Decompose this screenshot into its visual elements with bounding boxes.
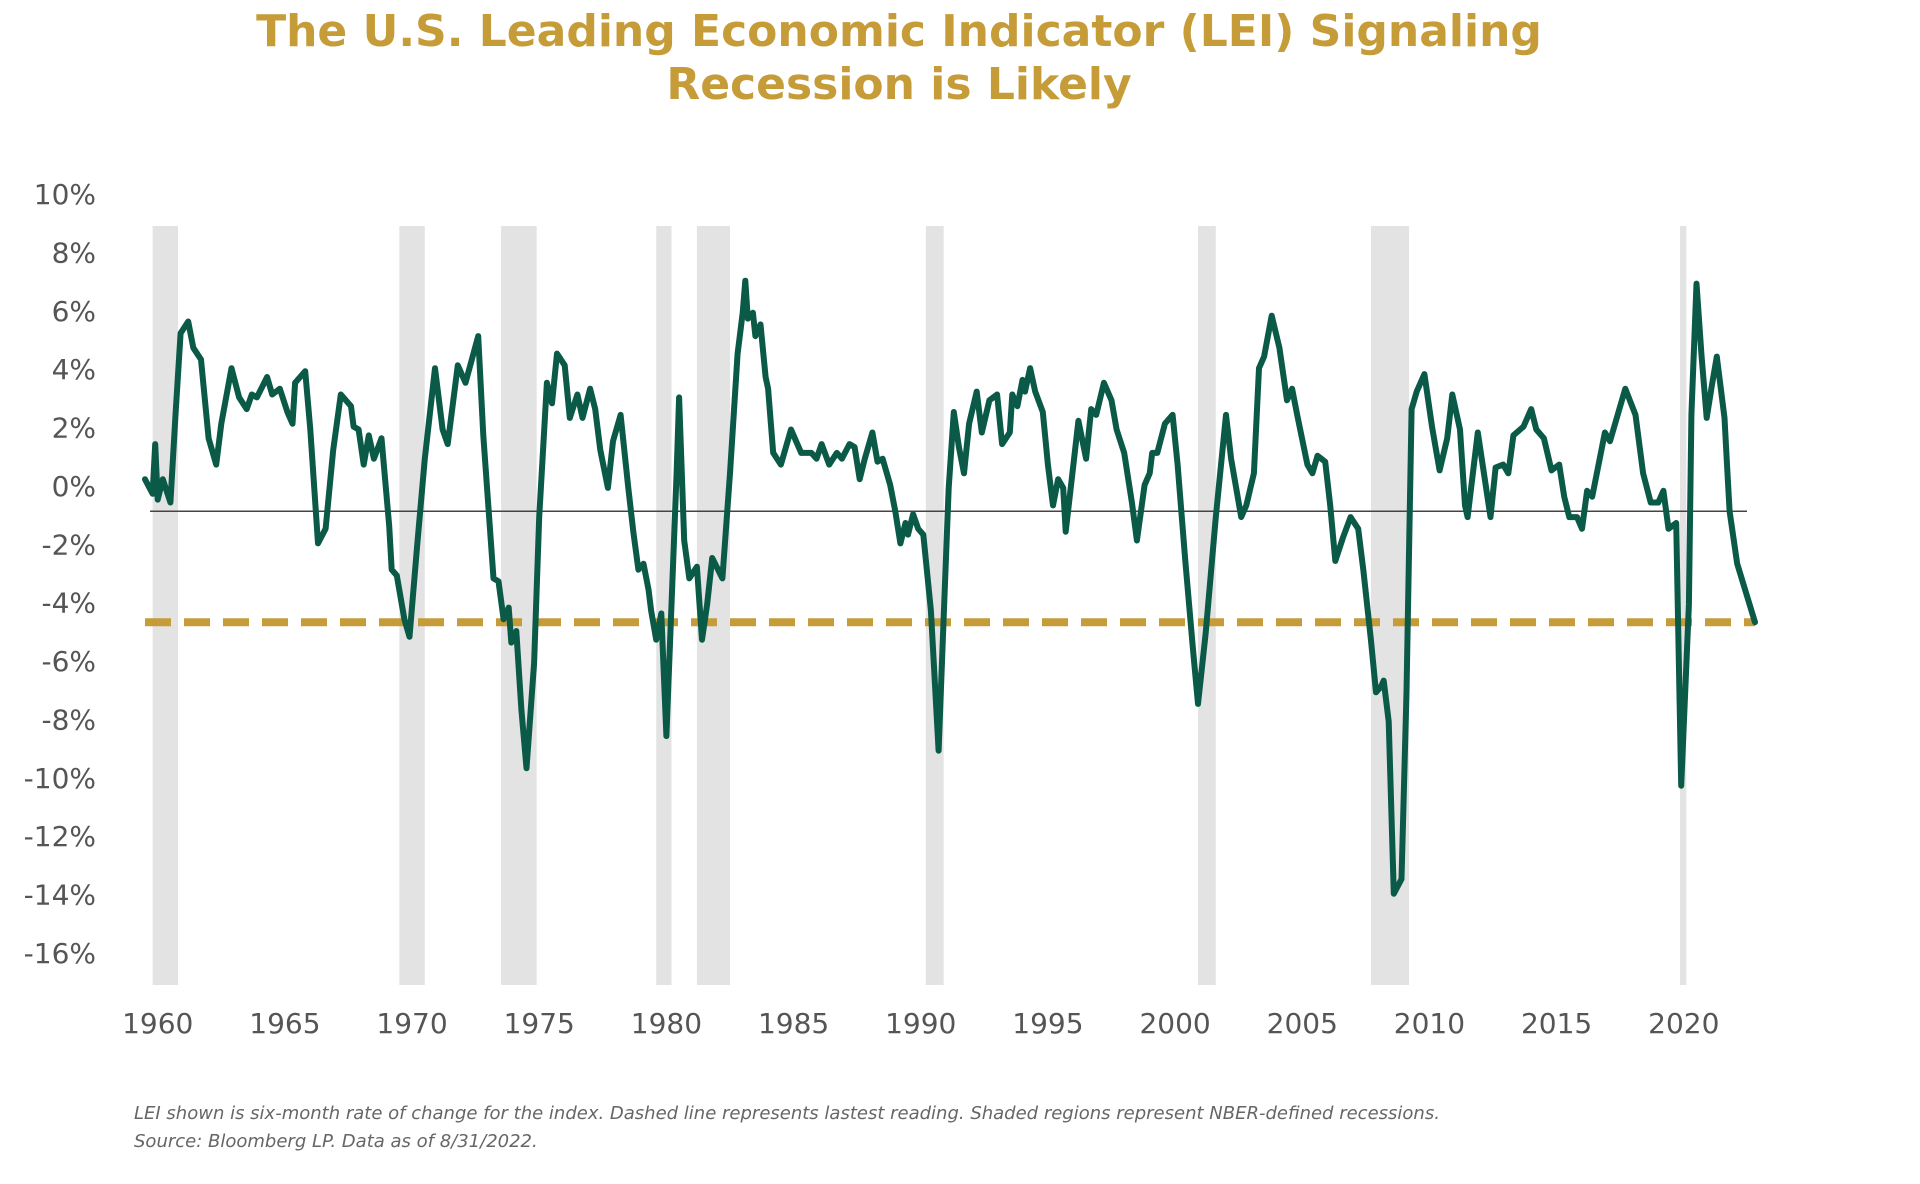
marks xyxy=(142,277,1758,897)
x-tick-label: 2010 xyxy=(1394,1007,1465,1040)
x-tick-label: 1970 xyxy=(376,1007,447,1040)
y-tick-label: -14% xyxy=(24,879,96,912)
x-tick-label: 1990 xyxy=(885,1007,956,1040)
x-tick-label: 1960 xyxy=(122,1007,193,1040)
y-tick-label: -6% xyxy=(41,645,96,678)
x-tick-label: 2020 xyxy=(1648,1007,1719,1040)
x-tick-label: 1965 xyxy=(249,1007,320,1040)
x-tick-label: 2005 xyxy=(1267,1007,1338,1040)
y-tick-label: 4% xyxy=(52,353,96,386)
recession-band xyxy=(501,226,537,985)
y-tick-label: 8% xyxy=(52,236,96,269)
y-tick-label: -2% xyxy=(41,528,96,561)
x-tick-label: 2000 xyxy=(1139,1007,1210,1040)
footnote: Source: Bloomberg LP. Data as of 8/31/20… xyxy=(134,1131,538,1152)
y-tick-label: -12% xyxy=(24,820,96,853)
y-tick-label: 2% xyxy=(52,412,96,445)
axes: 10% 8% 6% 4% 2% 0% -2% -4% -6% -8% -10% -12% -14% -16… xyxy=(24,178,1720,1040)
x-tick-label: 1975 xyxy=(504,1007,575,1040)
y-tick-label: 10% xyxy=(34,178,96,211)
chart-title: Recession is Likely xyxy=(666,59,1131,110)
recession-band xyxy=(656,226,672,985)
y-tick-label: -16% xyxy=(24,937,96,970)
y-tick-label: -8% xyxy=(41,703,96,736)
recession-band xyxy=(925,226,944,985)
x-tick-label: 1985 xyxy=(758,1007,829,1040)
recession-bands xyxy=(152,226,1687,985)
chart-title: The U.S. Leading Economic Indicator (LEI… xyxy=(256,6,1542,57)
x-tick-label: 1980 xyxy=(631,1007,702,1040)
lei-line xyxy=(142,277,1758,897)
x-tick-label: 1995 xyxy=(1012,1007,1083,1040)
y-tick-label: 0% xyxy=(52,470,96,503)
y-tick-label: -10% xyxy=(24,762,96,795)
y-tick-label: 6% xyxy=(52,295,96,328)
recession-band xyxy=(1679,226,1687,985)
y-tick-label: -4% xyxy=(41,587,96,620)
footnote: LEI shown is six-month rate of change fo… xyxy=(134,1103,1440,1124)
x-tick-label: 2015 xyxy=(1521,1007,1592,1040)
recession-band xyxy=(152,226,179,985)
